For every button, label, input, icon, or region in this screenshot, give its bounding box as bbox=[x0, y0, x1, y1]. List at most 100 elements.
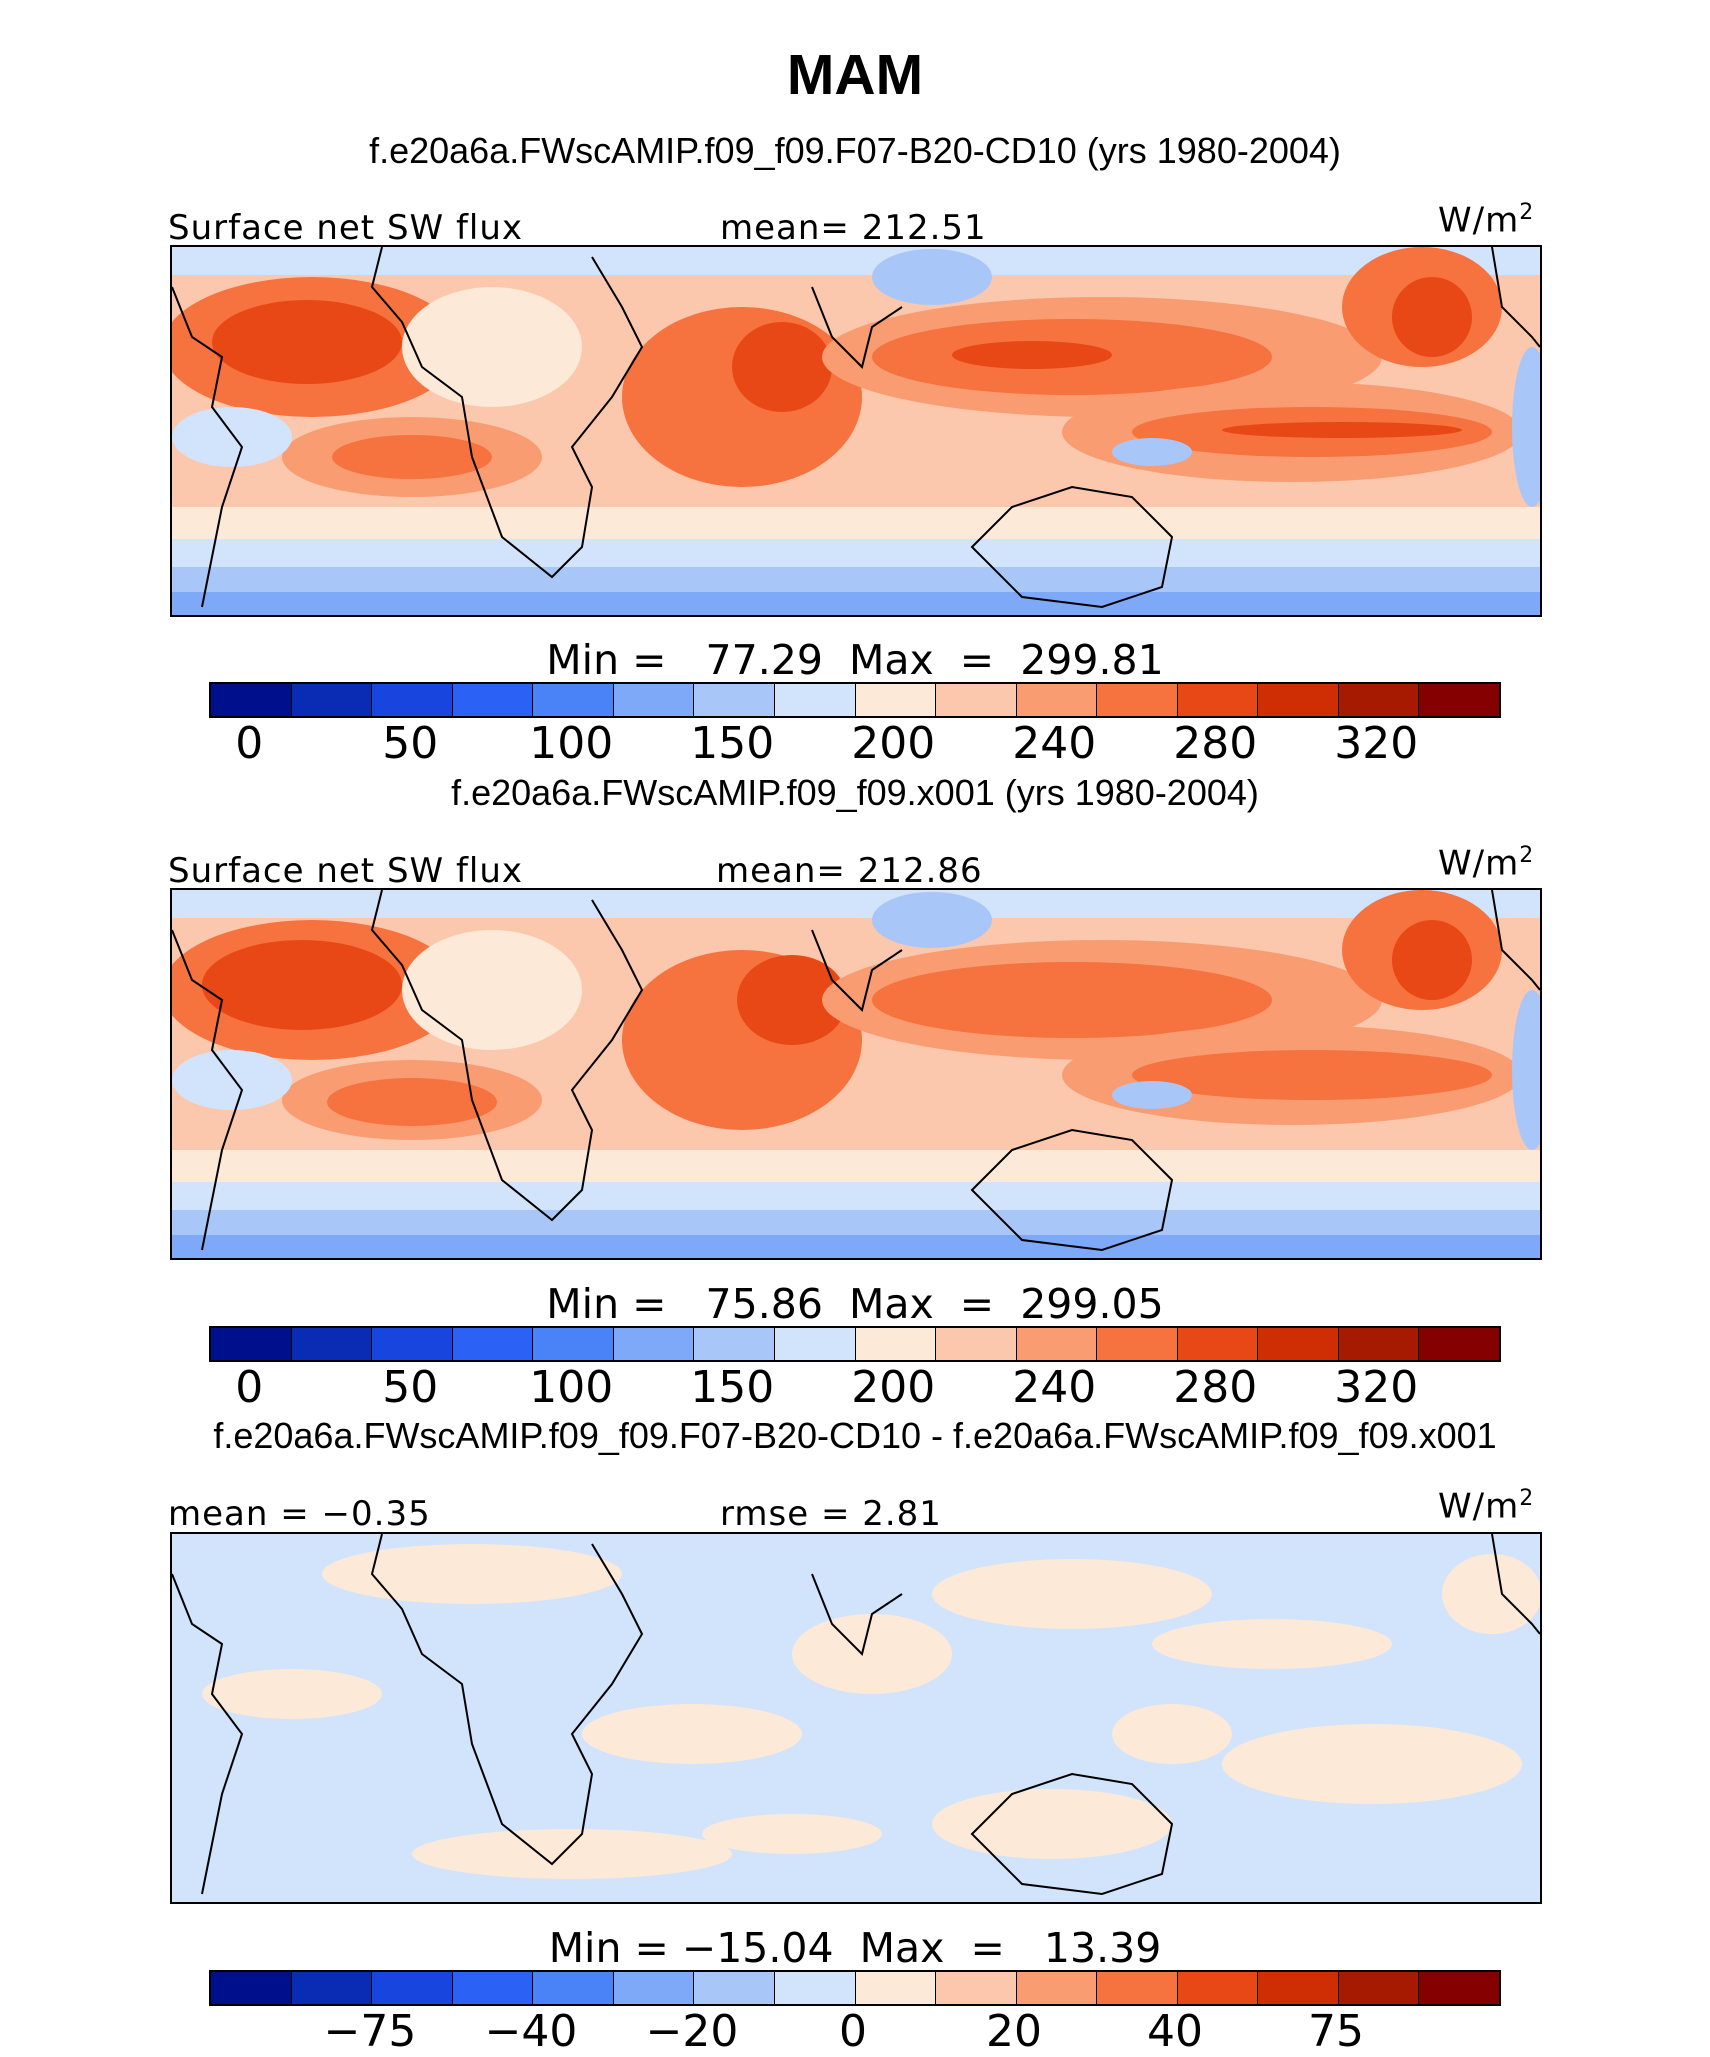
indian-ocean-warm bbox=[622, 307, 862, 487]
colorbar-box bbox=[291, 1328, 373, 1360]
subtrop-band bbox=[172, 507, 1540, 539]
colorbar-box bbox=[694, 1972, 775, 2004]
colorbar-box bbox=[452, 1328, 534, 1360]
colorbar-box bbox=[533, 1328, 614, 1360]
north-band bbox=[172, 247, 1540, 275]
colorbar-tick-label: 75 bbox=[1308, 2006, 1364, 2057]
panel-2-units-label: W/m2 bbox=[1438, 843, 1535, 884]
warm-patch bbox=[792, 1614, 952, 1694]
panel-2-mean-label: mean= 212.86 bbox=[716, 851, 983, 891]
colorbar-tick-label: 200 bbox=[851, 1362, 936, 1413]
south-pacific-core bbox=[1222, 422, 1462, 438]
colorbar-tick-label: 100 bbox=[529, 718, 614, 769]
colorbar-box bbox=[1016, 1328, 1098, 1360]
colorbar-box bbox=[372, 684, 453, 716]
panel-1-variable-label: Surface net SW flux bbox=[168, 208, 524, 248]
colorbar-box bbox=[1097, 1328, 1178, 1360]
south-america-coastline bbox=[172, 286, 244, 608]
tibet-cool bbox=[872, 249, 992, 305]
colorbar-box bbox=[1338, 684, 1420, 716]
subtrop-band bbox=[172, 1150, 1540, 1182]
panel-1-units-label: W/m2 bbox=[1438, 200, 1535, 241]
colorbar-box bbox=[774, 1972, 856, 2004]
australia-coastline bbox=[970, 1128, 1174, 1252]
south-band-pale bbox=[172, 1180, 1540, 1210]
colorbar-tick-label: 40 bbox=[1147, 2006, 1203, 2057]
colorbar-box bbox=[1258, 1972, 1339, 2004]
sahara-pale bbox=[402, 287, 582, 407]
australia-coastline bbox=[970, 485, 1174, 609]
colorbar-box bbox=[372, 1972, 453, 2004]
south-america-coastline bbox=[172, 929, 244, 1251]
warm-patch bbox=[932, 1789, 1172, 1859]
colorbar-tick-label: 150 bbox=[690, 718, 775, 769]
east-pacific-core bbox=[1392, 920, 1472, 1000]
colorbar-box bbox=[211, 1972, 292, 2004]
colorbar-tick-label: 0 bbox=[839, 2006, 867, 2057]
panel-1-colorbar bbox=[209, 682, 1501, 718]
india-coastline bbox=[811, 1573, 903, 1656]
panel-2-case-title: f.e20a6a.FWscAMIP.f09_f09.x001 (yrs 1980… bbox=[451, 772, 1259, 813]
colorbar-tick-label: −20 bbox=[645, 2006, 739, 2057]
colorbar-tick-label: 50 bbox=[382, 1362, 439, 1413]
colorbar-box bbox=[936, 684, 1017, 716]
colorbar-tick-label: 320 bbox=[1334, 718, 1419, 769]
colorbar-box bbox=[1419, 1972, 1499, 2004]
amazon-cool bbox=[172, 407, 292, 467]
colorbar-tick-label: 20 bbox=[986, 2006, 1042, 2057]
colorbar-box bbox=[533, 1972, 614, 2004]
south-atlantic-core bbox=[332, 435, 492, 479]
colorbar-box bbox=[936, 1972, 1017, 2004]
colorbar-box bbox=[613, 1972, 695, 2004]
colorbar-box bbox=[1177, 1328, 1259, 1360]
colorbar-box bbox=[533, 684, 614, 716]
warm-patch bbox=[412, 1829, 732, 1879]
maritime-cool bbox=[1112, 438, 1192, 466]
colorbar-box bbox=[1177, 1972, 1259, 2004]
australia-coastline bbox=[970, 1772, 1174, 1896]
colorbar-tick-label: 280 bbox=[1173, 718, 1258, 769]
panel-3-minmax: Min = −15.04 Max = 13.39 bbox=[548, 1924, 1162, 1972]
panel-3-case-title: f.e20a6a.FWscAMIP.f09_f09.F07-B20-CD10 -… bbox=[213, 1415, 1497, 1456]
south-atlantic-core bbox=[327, 1078, 497, 1126]
colorbar-box bbox=[613, 1328, 695, 1360]
colorbar-box bbox=[291, 1972, 373, 2004]
warm-patch bbox=[932, 1559, 1212, 1629]
colorbar-box bbox=[774, 1328, 856, 1360]
colorbar-box bbox=[774, 684, 856, 716]
panel-2-variable-label: Surface net SW flux bbox=[168, 851, 524, 891]
panel-3-rmse-label: rmse = 2.81 bbox=[720, 1494, 942, 1534]
colorbar-tick-label: 100 bbox=[529, 1362, 614, 1413]
panel-3-mean-label: mean = −0.35 bbox=[168, 1494, 431, 1534]
south-band-pale bbox=[172, 537, 1540, 567]
colorbar-box bbox=[1338, 1972, 1420, 2004]
atlantic-high-core bbox=[202, 940, 402, 1030]
india-coastline bbox=[811, 929, 903, 1012]
panel-1-case-title: f.e20a6a.FWscAMIP.f09_f09.F07-B20-CD10 (… bbox=[369, 130, 1341, 171]
colorbar-tick-label: 0 bbox=[235, 1362, 264, 1413]
colorbar-box bbox=[211, 684, 292, 716]
colorbar-box bbox=[1258, 1328, 1339, 1360]
panel-2-colorbar bbox=[209, 1326, 1501, 1362]
colorbar-tick-label: 200 bbox=[851, 718, 936, 769]
south-america-coastline bbox=[172, 1573, 244, 1895]
colorbar-tick-label: 240 bbox=[1012, 718, 1097, 769]
north-pacific-core bbox=[952, 341, 1112, 369]
figure-title: MAM bbox=[786, 43, 924, 107]
central-america-coastline bbox=[1491, 247, 1540, 348]
colorbar-box bbox=[1419, 1328, 1499, 1360]
panel-2-minmax: Min = 75.86 Max = 299.05 bbox=[546, 1280, 1164, 1328]
warm-patch bbox=[702, 1814, 882, 1854]
tibet-cool bbox=[872, 892, 992, 948]
colorbar-box bbox=[452, 684, 534, 716]
colorbar-box bbox=[936, 1328, 1017, 1360]
africa-coastline bbox=[370, 1534, 644, 1866]
colorbar-box bbox=[1097, 1972, 1178, 2004]
colorbar-box bbox=[1258, 684, 1339, 716]
colorbar-tick-label: 0 bbox=[235, 718, 264, 769]
south-band bbox=[172, 1235, 1540, 1258]
colorbar-box bbox=[1016, 1972, 1098, 2004]
colorbar-box bbox=[855, 1328, 937, 1360]
arabian-sea-core bbox=[732, 322, 832, 412]
north-band bbox=[172, 890, 1540, 918]
